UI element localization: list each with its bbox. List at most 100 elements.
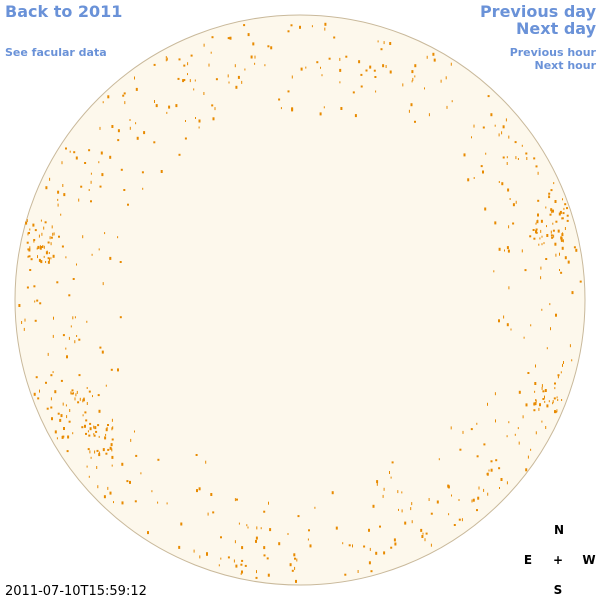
- facula: [97, 424, 100, 427]
- facula: [113, 501, 114, 504]
- facula: [550, 208, 553, 212]
- facula: [104, 436, 107, 440]
- facula: [82, 399, 84, 403]
- previous-hour-link[interactable]: Previous hour: [510, 46, 597, 59]
- facula: [48, 252, 50, 254]
- facula: [178, 153, 181, 156]
- facula: [60, 379, 63, 382]
- facula: [24, 318, 26, 322]
- facula: [151, 490, 153, 493]
- facula: [135, 122, 137, 125]
- facula: [538, 407, 540, 411]
- facula: [107, 486, 109, 490]
- facula: [360, 85, 363, 88]
- facula: [39, 302, 42, 305]
- facula: [102, 282, 104, 286]
- facula: [228, 81, 230, 84]
- facula: [289, 563, 292, 567]
- facula: [210, 51, 212, 54]
- faculae: [18, 22, 582, 583]
- facula: [193, 88, 195, 91]
- facula: [549, 303, 551, 306]
- facula: [40, 246, 43, 248]
- facula: [166, 57, 168, 61]
- facula: [227, 74, 229, 78]
- facula: [111, 438, 114, 441]
- facula: [553, 182, 555, 185]
- facula: [433, 58, 436, 62]
- back-link[interactable]: Back to 2011: [5, 2, 122, 21]
- facula: [252, 42, 255, 46]
- facula: [211, 36, 214, 39]
- facula: [53, 232, 55, 236]
- next-hour-link[interactable]: Next hour: [535, 59, 597, 72]
- facula: [309, 544, 312, 548]
- facula: [432, 53, 434, 56]
- facula: [476, 509, 478, 512]
- facula: [430, 543, 432, 547]
- facula: [535, 231, 538, 234]
- next-day-link[interactable]: Next day: [516, 19, 597, 38]
- facula: [117, 236, 119, 239]
- facular-data-link[interactable]: See facular data: [5, 46, 107, 59]
- facula: [36, 299, 39, 302]
- facula: [311, 25, 313, 28]
- facula: [96, 466, 98, 469]
- facula: [62, 334, 65, 337]
- facula: [561, 246, 564, 250]
- facula: [559, 269, 560, 271]
- facula: [129, 480, 131, 484]
- facula: [319, 112, 322, 116]
- facula: [263, 554, 266, 557]
- facula: [123, 92, 126, 95]
- facula: [458, 518, 461, 521]
- facula: [50, 406, 53, 409]
- facula: [506, 481, 508, 485]
- facula: [235, 564, 238, 568]
- facula: [467, 178, 470, 182]
- facula: [111, 455, 114, 459]
- facula: [34, 300, 36, 303]
- facula: [57, 198, 59, 201]
- facula: [508, 286, 510, 290]
- facula: [90, 180, 92, 184]
- facula: [264, 64, 266, 67]
- facula: [548, 192, 551, 195]
- facula: [316, 61, 319, 64]
- facula: [436, 500, 439, 504]
- facula: [525, 152, 528, 155]
- compass-center: +: [553, 553, 563, 567]
- facula: [29, 228, 31, 231]
- facula: [287, 30, 290, 33]
- facula: [477, 496, 480, 500]
- facula: [80, 185, 83, 188]
- facula: [501, 182, 504, 186]
- facula: [510, 328, 512, 331]
- facula: [88, 149, 91, 152]
- facula: [507, 188, 510, 192]
- facula: [501, 131, 503, 135]
- facula: [331, 491, 334, 495]
- facula: [508, 421, 510, 424]
- facula: [566, 219, 569, 222]
- facula: [260, 527, 262, 530]
- facula: [208, 63, 210, 67]
- facula: [77, 401, 80, 404]
- facula: [363, 545, 366, 548]
- previous-day-link[interactable]: Previous day: [480, 2, 597, 21]
- facula: [533, 237, 536, 240]
- facula: [542, 398, 545, 400]
- facula: [56, 437, 58, 440]
- facula: [506, 323, 509, 327]
- facula: [85, 432, 87, 435]
- facula: [473, 124, 475, 128]
- facula: [354, 114, 357, 118]
- facula: [157, 458, 160, 461]
- facula: [103, 495, 106, 499]
- facula: [508, 135, 510, 139]
- facula: [430, 512, 433, 515]
- facula: [235, 85, 238, 89]
- facula: [78, 374, 81, 377]
- facula: [495, 419, 496, 423]
- timestamp: 2011-07-10T15:59:12: [5, 584, 147, 599]
